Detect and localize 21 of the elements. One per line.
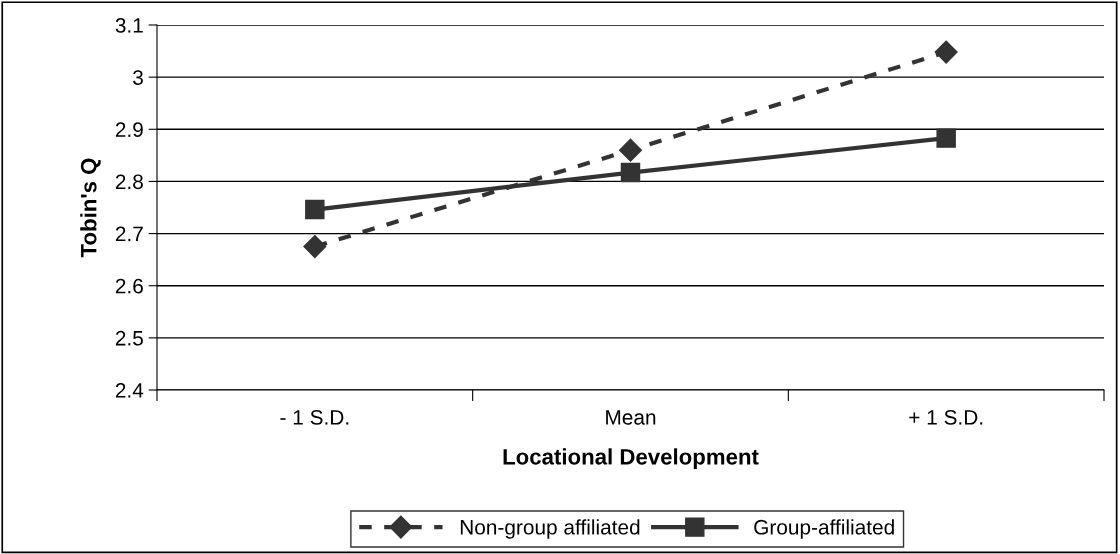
y-tick-label: 2.6	[115, 278, 143, 294]
point	[619, 138, 642, 162]
x-tick-label: - 1 S.D.	[280, 409, 349, 425]
y-tick-label: 2.7	[115, 226, 143, 242]
y-tick-label: 2.9	[115, 122, 143, 138]
y-axis-title: Tobin's Q	[80, 158, 101, 258]
y-tick-label: 3.1	[115, 18, 143, 33]
y-tick-label: 2.4	[115, 383, 144, 398]
x-tick-label: + 1 S.D.	[909, 409, 983, 425]
legend-label: Group-affiliated	[754, 519, 894, 539]
point	[934, 40, 958, 64]
legend-label: Non-group affiliated	[460, 519, 640, 539]
point	[303, 235, 327, 259]
y-tick-label: 2.5	[115, 330, 143, 346]
x-axis-title: Locational Development	[503, 448, 759, 470]
y-tick-label: 2.8	[115, 174, 143, 190]
point	[936, 128, 956, 148]
y-tick-label: 3	[133, 70, 143, 85]
x-tick-label: Mean	[606, 410, 656, 425]
point	[620, 162, 641, 183]
point	[305, 199, 325, 220]
